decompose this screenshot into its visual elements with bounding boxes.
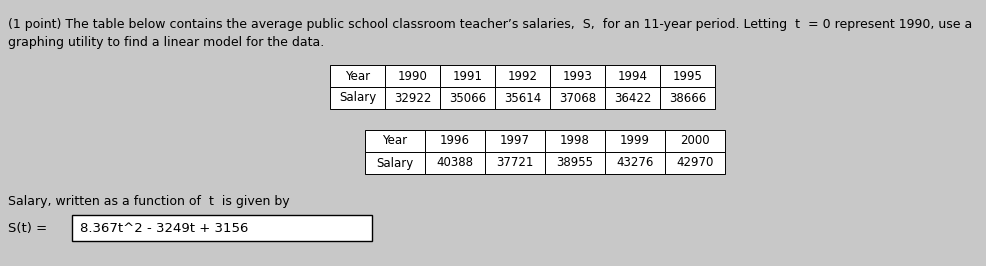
Text: Year: Year — [382, 135, 407, 148]
Text: S(t) =: S(t) = — [8, 222, 47, 235]
Bar — [549, 87, 604, 109]
Text: Salary: Salary — [338, 92, 376, 105]
Text: (1 point) The table below contains the average public school classroom teacher’s: (1 point) The table below contains the a… — [8, 18, 971, 31]
Text: 1996: 1996 — [440, 135, 469, 148]
Text: 1999: 1999 — [619, 135, 650, 148]
Bar — [604, 130, 665, 152]
Text: 1994: 1994 — [617, 69, 647, 82]
Text: 1997: 1997 — [500, 135, 529, 148]
Text: Salary: Salary — [376, 156, 413, 169]
Bar — [604, 65, 660, 87]
Text: 1992: 1992 — [507, 69, 537, 82]
Text: 38955: 38955 — [556, 156, 593, 169]
Bar — [604, 87, 660, 109]
Text: graphing utility to find a linear model for the data.: graphing utility to find a linear model … — [8, 36, 324, 49]
Text: 1995: 1995 — [671, 69, 702, 82]
Text: 40388: 40388 — [436, 156, 473, 169]
Bar — [365, 130, 425, 152]
Text: Year: Year — [344, 69, 370, 82]
Bar — [72, 215, 372, 241]
Text: 32922: 32922 — [393, 92, 431, 105]
Bar — [544, 130, 604, 152]
Text: 1993: 1993 — [562, 69, 592, 82]
Bar — [425, 130, 484, 152]
Bar — [425, 152, 484, 174]
Bar — [660, 87, 714, 109]
Text: 35614: 35614 — [504, 92, 540, 105]
Text: 38666: 38666 — [669, 92, 705, 105]
Bar — [665, 130, 725, 152]
Bar — [665, 152, 725, 174]
Bar — [495, 65, 549, 87]
Text: 36422: 36422 — [613, 92, 651, 105]
Text: 37068: 37068 — [558, 92, 596, 105]
Bar — [484, 152, 544, 174]
Text: 1991: 1991 — [452, 69, 482, 82]
Bar — [495, 87, 549, 109]
Text: 2000: 2000 — [679, 135, 709, 148]
Bar — [385, 87, 440, 109]
Text: 35066: 35066 — [449, 92, 485, 105]
Bar — [329, 87, 385, 109]
Bar — [385, 65, 440, 87]
Text: 1990: 1990 — [397, 69, 427, 82]
Bar — [329, 65, 385, 87]
Bar — [604, 152, 665, 174]
Bar — [440, 87, 495, 109]
Text: 42970: 42970 — [675, 156, 713, 169]
Text: 8.367t^2 - 3249t + 3156: 8.367t^2 - 3249t + 3156 — [80, 222, 248, 235]
Text: 37721: 37721 — [496, 156, 533, 169]
Bar — [549, 65, 604, 87]
Text: 1998: 1998 — [559, 135, 590, 148]
Text: Salary, written as a function of  t  is given by: Salary, written as a function of t is gi… — [8, 195, 289, 208]
Bar — [365, 152, 425, 174]
Bar — [440, 65, 495, 87]
Bar — [544, 152, 604, 174]
Bar — [484, 130, 544, 152]
Text: 43276: 43276 — [615, 156, 653, 169]
Bar — [660, 65, 714, 87]
